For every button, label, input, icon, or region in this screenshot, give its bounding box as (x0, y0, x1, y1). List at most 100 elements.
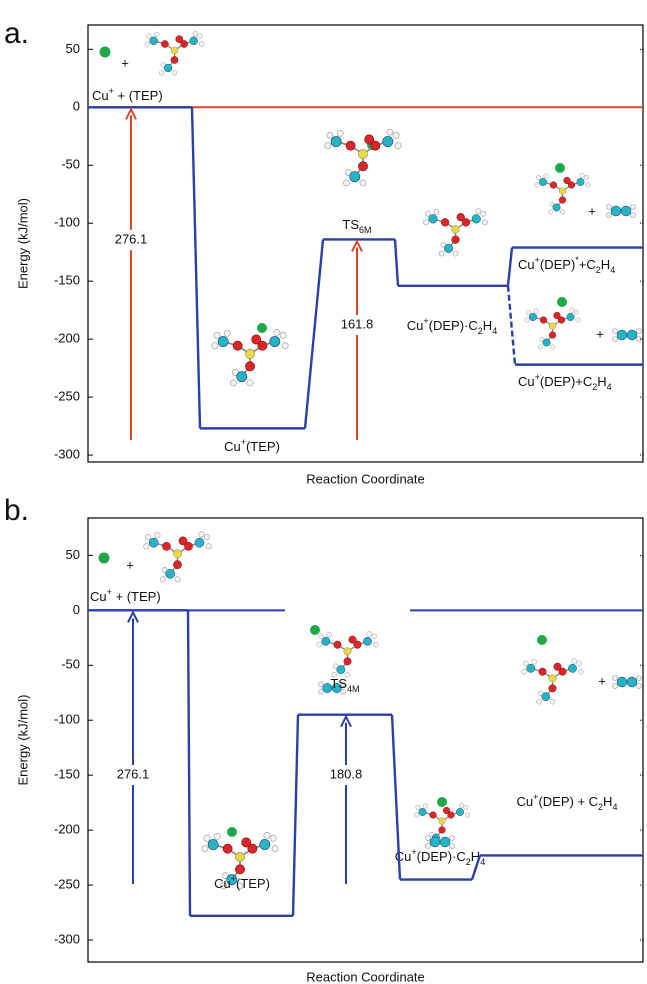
connector (291, 714, 300, 916)
label-part: 2 (596, 265, 601, 275)
connector (303, 239, 325, 429)
y-tick-label: -150 (54, 767, 80, 782)
plus-sign: + (596, 326, 604, 341)
label-part: (TEP) (246, 439, 280, 454)
barrier-label: 276.1 (117, 766, 150, 781)
label-part: Cu (518, 374, 535, 389)
label-part: (DEP)·C (417, 849, 466, 864)
molecule (323, 128, 403, 187)
label-part: + (411, 847, 416, 857)
x-axis-label: Reaction Coordinate (306, 471, 425, 486)
barrier-label: 161.8 (341, 316, 374, 331)
level-label: Cu+ + (TEP) (90, 587, 161, 604)
label-part: (DEP) (540, 257, 575, 272)
label-part: (TEP) (236, 876, 270, 891)
label-part: 2 (478, 326, 483, 336)
y-tick-label: -200 (54, 331, 80, 346)
label-part: TS (330, 676, 347, 691)
label-part: H (601, 257, 610, 272)
y-tick-label: -150 (54, 273, 80, 288)
molecule (524, 307, 581, 350)
label-part: 2 (466, 857, 471, 867)
connector (190, 107, 202, 429)
copper-atom (99, 46, 111, 58)
label-bg (324, 765, 368, 785)
label-part: 6M (359, 225, 372, 235)
barrier-label: 276.1 (115, 231, 148, 246)
label-bg (111, 765, 155, 785)
connector (186, 610, 192, 916)
label-part: + (TEP) (114, 88, 163, 103)
arrow-head (340, 714, 352, 728)
label-part: + (107, 587, 112, 597)
copper-atom (257, 323, 267, 333)
copper-atom (557, 297, 567, 307)
molecule-drawings (98, 30, 642, 890)
connector (470, 855, 482, 880)
label-part: 4 (612, 802, 617, 812)
y-tick-label: -50 (61, 657, 80, 672)
molecule (520, 657, 585, 705)
y-axis-label: Energy (kJ/mol) (15, 694, 30, 785)
label-part: 2 (592, 382, 597, 392)
y-tick-label: -250 (54, 877, 80, 892)
level-label: Cu+(DEP)·C2H4 (395, 847, 485, 867)
level-label: Cu+ + (TEP) (92, 86, 163, 103)
label-part: Cu (224, 439, 241, 454)
label-part: H (597, 374, 606, 389)
molecule (422, 207, 489, 257)
label-part: H (471, 849, 480, 864)
plot-frame (87, 24, 644, 463)
label-part: 4 (607, 382, 612, 392)
label-part: + (535, 372, 540, 382)
level-label: Cu+(DEP)*+C2H4 (518, 255, 615, 275)
molecule (144, 30, 205, 76)
label-part: Cu (90, 589, 107, 604)
label-part: (DEP)·C (429, 318, 478, 333)
ethylene (425, 835, 455, 849)
label-part: 2 (598, 802, 603, 812)
label-part: + (535, 255, 540, 265)
panel-label: b. (4, 494, 29, 527)
label-part: 4 (480, 857, 485, 867)
plus-sign: + (588, 203, 596, 218)
panel-label: a. (4, 17, 29, 50)
label-part: Cu (518, 257, 535, 272)
plus-sign: + (598, 673, 606, 688)
label-part: 4 (492, 326, 497, 336)
level-label: TS6M (342, 217, 371, 235)
y-tick-label: 50 (66, 547, 80, 562)
label-part: H (603, 794, 612, 809)
level-label: Cu+(DEP) + C2H4 (517, 792, 618, 812)
label-part: + (533, 792, 538, 802)
molecule (142, 530, 213, 583)
y-axis-label: Energy (kJ/mol) (15, 198, 30, 289)
label-part: (DEP)+C (540, 374, 592, 389)
arrow-head (351, 239, 363, 252)
connector (390, 714, 402, 880)
molecule (315, 630, 380, 678)
arrow-head (125, 107, 137, 120)
y-tick-label: -100 (54, 712, 80, 727)
label-bg (335, 315, 379, 335)
copper-atom (555, 163, 565, 173)
level-label: Cu+(DEP)·C2H4 (407, 316, 497, 336)
copper-atom (227, 827, 237, 837)
level-label: Cu+(TEP) (214, 874, 270, 891)
molecule (534, 172, 591, 215)
plot-frame (87, 517, 644, 963)
y-tick-label: -100 (54, 215, 80, 230)
y-tick-label: -50 (61, 157, 80, 172)
copper-atom (98, 552, 110, 564)
label-part: (DEP) + C (538, 794, 598, 809)
y-tick-label: 0 (73, 99, 80, 114)
label-part: + (241, 437, 246, 447)
level-label: Cu+(DEP)+C2H4 (518, 372, 612, 392)
label-part: Cu (407, 318, 424, 333)
copper-atom (437, 797, 447, 807)
level-label: Cu+(TEP) (224, 437, 280, 454)
connector (506, 285, 517, 365)
level-label: TS4M (330, 676, 359, 694)
